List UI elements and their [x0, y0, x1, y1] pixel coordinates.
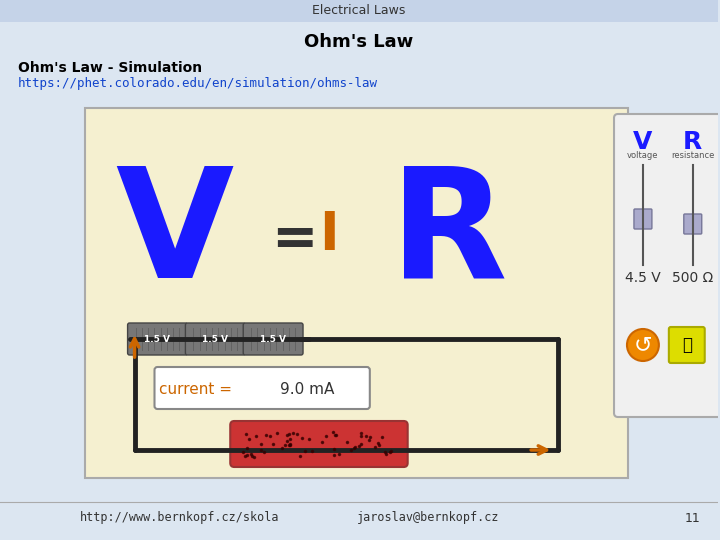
Text: http://www.bernkopf.cz/skola: http://www.bernkopf.cz/skola: [80, 511, 279, 524]
FancyBboxPatch shape: [155, 367, 370, 409]
Text: voltage: voltage: [627, 151, 659, 159]
Text: 🔊: 🔊: [682, 336, 692, 354]
Text: =: =: [271, 213, 318, 267]
Text: V: V: [115, 160, 233, 309]
Text: Ohm's Law: Ohm's Law: [305, 33, 413, 51]
Text: Ohm's Law - Simulation: Ohm's Law - Simulation: [18, 61, 202, 75]
Text: V: V: [634, 130, 652, 154]
Text: 4.5 V: 4.5 V: [625, 271, 661, 285]
Text: 1.5 V: 1.5 V: [202, 334, 228, 343]
FancyBboxPatch shape: [684, 214, 702, 234]
FancyBboxPatch shape: [186, 323, 246, 355]
Text: 9.0 mA: 9.0 mA: [280, 382, 334, 397]
Text: R: R: [390, 160, 508, 309]
FancyBboxPatch shape: [614, 114, 720, 417]
Text: ↺: ↺: [634, 335, 652, 355]
FancyBboxPatch shape: [669, 327, 705, 363]
Text: 500 Ω: 500 Ω: [672, 271, 714, 285]
FancyBboxPatch shape: [243, 323, 303, 355]
FancyBboxPatch shape: [127, 323, 187, 355]
Text: R: R: [683, 130, 703, 154]
Text: resistance: resistance: [671, 151, 714, 159]
FancyBboxPatch shape: [85, 108, 628, 478]
Text: jaroslav@bernkopf.cz: jaroslav@bernkopf.cz: [357, 511, 500, 524]
FancyBboxPatch shape: [0, 0, 718, 22]
Circle shape: [627, 329, 659, 361]
Text: Electrical Laws: Electrical Laws: [312, 4, 405, 17]
Text: 1.5 V: 1.5 V: [145, 334, 171, 343]
Text: 1.5 V: 1.5 V: [260, 334, 286, 343]
FancyBboxPatch shape: [230, 421, 408, 467]
Text: https://phet.colorado.edu/en/simulation/ohms-law: https://phet.colorado.edu/en/simulation/…: [18, 78, 378, 91]
FancyBboxPatch shape: [634, 209, 652, 229]
Text: I: I: [319, 209, 338, 261]
Text: 11: 11: [685, 511, 701, 524]
Text: current =: current =: [159, 382, 232, 397]
